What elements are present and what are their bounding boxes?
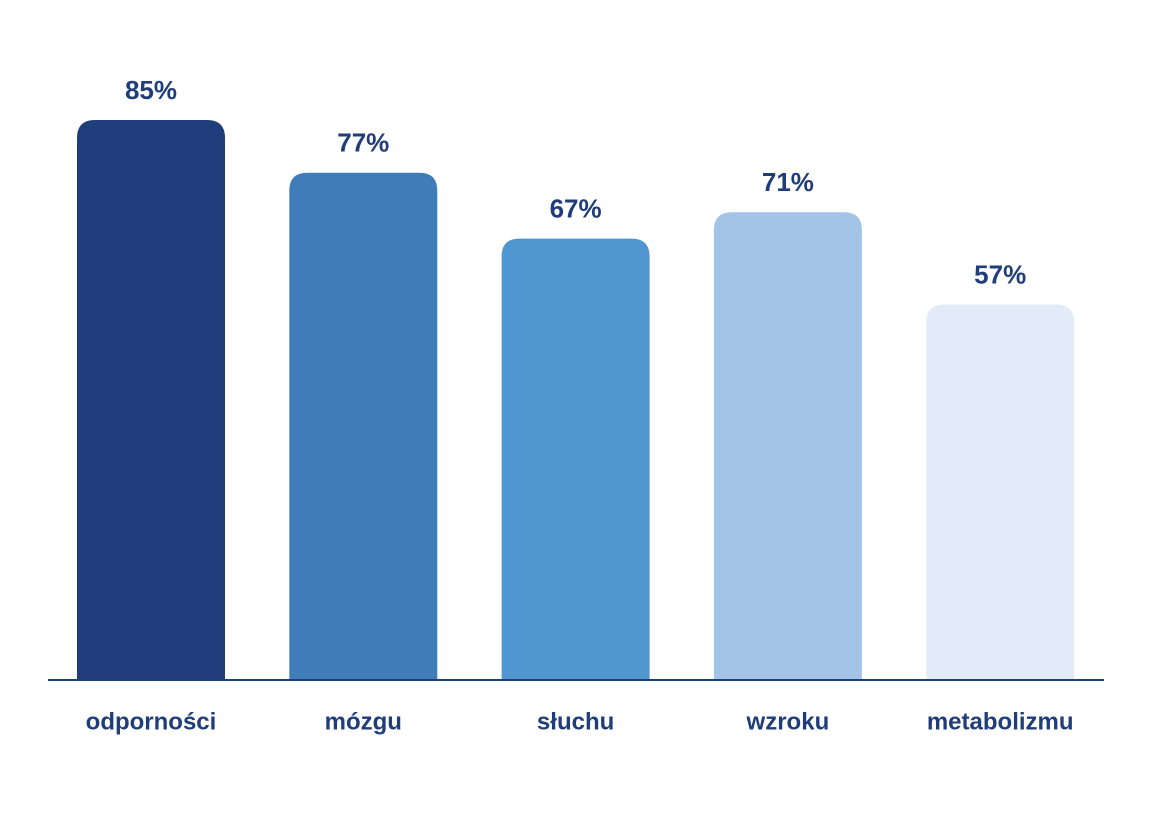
bar bbox=[501, 238, 650, 680]
value-label: 67% bbox=[550, 193, 602, 223]
x-tick-label: odporności bbox=[86, 708, 217, 735]
bar bbox=[713, 212, 862, 680]
bar bbox=[926, 304, 1075, 680]
bar bbox=[289, 172, 438, 681]
x-tick-label: wzroku bbox=[746, 708, 830, 735]
x-tick-label: metabolizmu bbox=[927, 708, 1074, 735]
value-label: 71% bbox=[762, 167, 814, 197]
value-label: 57% bbox=[974, 259, 1026, 289]
x-tick-label: mózgu bbox=[325, 708, 402, 735]
value-label: 77% bbox=[337, 128, 389, 158]
value-label: 85% bbox=[125, 75, 177, 105]
x-tick-label: słuchu bbox=[537, 708, 614, 735]
bar bbox=[77, 120, 225, 680]
